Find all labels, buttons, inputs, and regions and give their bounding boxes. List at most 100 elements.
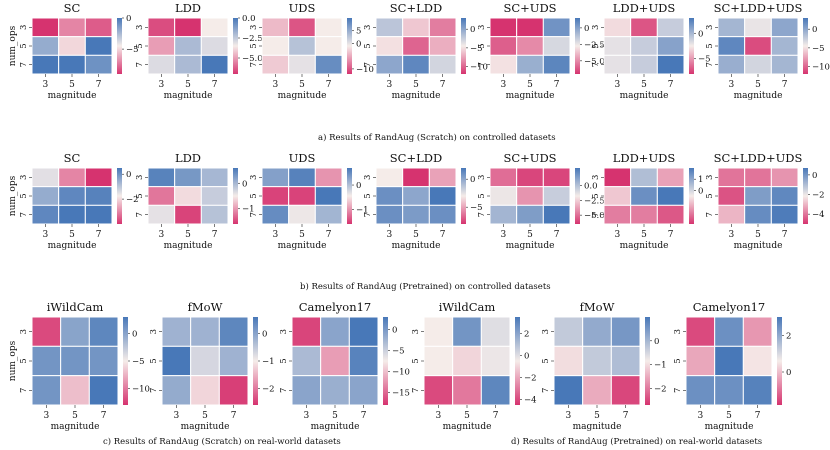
colorbar — [777, 317, 782, 405]
y-tick-label: 3 — [477, 25, 487, 30]
heatmap-cell — [288, 167, 316, 188]
heatmap-cell — [190, 375, 220, 406]
colorbar-tick-label: 0 — [132, 330, 137, 340]
heatmap-cell — [685, 316, 716, 347]
y-tick-label: 5 — [249, 193, 259, 198]
colorbar — [123, 317, 128, 405]
colorbar-tick-label: 0.0 — [584, 182, 598, 192]
heatmap-cell — [218, 375, 249, 406]
x-tick-label: 5 — [755, 80, 761, 90]
heatmap-cell — [58, 167, 86, 188]
heatmap-cell — [288, 36, 316, 56]
heatmap-cell — [84, 17, 113, 38]
heatmap-title: SC+LDD — [390, 151, 442, 165]
heatmap-cell — [516, 204, 544, 225]
y-axis-label: num_ops — [8, 25, 18, 66]
y-tick-label: 3 — [705, 175, 715, 180]
x-axis-label: magnitude — [51, 422, 100, 432]
heatmap-cell — [428, 17, 457, 38]
colorbar-tick-label: −2 — [524, 374, 537, 384]
heatmap-cell — [348, 345, 379, 377]
heatmap-cell — [31, 186, 60, 206]
heatmap-cell — [516, 186, 544, 206]
y-tick-label: 3 — [249, 25, 259, 30]
colorbar — [117, 168, 122, 224]
heatmap-cell — [147, 54, 176, 75]
heatmap-cell — [147, 186, 176, 206]
heatmap-cell — [489, 17, 518, 38]
heatmap-cell — [218, 345, 249, 377]
heatmap-cell — [603, 36, 632, 56]
heatmap-cell — [174, 17, 202, 38]
heatmap-cell — [375, 36, 404, 56]
x-tick-label: 7 — [96, 230, 102, 240]
colorbar — [645, 317, 650, 405]
y-tick-label: 7 — [19, 388, 29, 393]
heatmap-title: SC+LDD+UDS — [714, 151, 803, 165]
heatmap-cell — [320, 375, 350, 406]
heatmap-cell — [161, 375, 192, 406]
colorbar — [689, 18, 694, 74]
heatmap-cell — [770, 204, 799, 225]
colorbar — [253, 317, 258, 405]
heatmap-cell — [147, 36, 176, 56]
heatmap-cell — [320, 345, 350, 377]
y-tick-label: 7 — [149, 388, 159, 393]
heatmap-cell — [31, 345, 62, 377]
x-tick-label: 7 — [782, 80, 788, 90]
colorbar-tick-label: −2 — [654, 384, 667, 394]
heatmap-cell — [60, 345, 90, 377]
x-tick-label: 5 — [527, 80, 533, 90]
colorbar-tick-label: 0 — [812, 171, 817, 181]
colorbar-tick-label: −5.0 — [584, 57, 605, 67]
colorbar — [383, 317, 388, 405]
x-axis-label: magnitude — [311, 422, 360, 432]
y-tick-label: 5 — [705, 193, 715, 198]
heatmap-cell — [84, 167, 113, 188]
heatmap-title: SC+LDD+UDS — [714, 1, 803, 15]
x-tick-label: 3 — [386, 230, 392, 240]
y-tick-label: 5 — [19, 43, 29, 48]
x-tick-label: 7 — [668, 80, 674, 90]
heatmap-title: LDD+UDS — [613, 1, 676, 15]
x-axis-label: magnitude — [734, 241, 783, 251]
x-tick-label: 3 — [303, 411, 309, 421]
heatmap-cell — [375, 204, 404, 225]
colorbar-tick-label: −2 — [262, 385, 275, 395]
heatmap-cell — [542, 167, 571, 188]
x-tick-label: 7 — [212, 80, 218, 90]
colorbar-tick-label: 0 — [470, 175, 475, 185]
colorbar-tick-label: 0 — [786, 368, 791, 378]
x-tick-label: 7 — [326, 230, 332, 240]
heatmap-cell — [314, 36, 343, 56]
heatmap-cell — [261, 17, 290, 38]
y-tick-label: 7 — [705, 212, 715, 217]
heatmap-cell — [31, 36, 60, 56]
heatmap-cell — [348, 316, 379, 347]
heatmap-cell — [314, 54, 343, 75]
heatmap-cell — [60, 316, 90, 347]
heatmap-cell — [60, 375, 90, 406]
heatmap-cell — [542, 186, 571, 206]
colorbar — [233, 18, 238, 74]
x-tick-label: 3 — [500, 80, 506, 90]
heatmap-cell — [84, 204, 113, 225]
heatmap-cell — [31, 54, 60, 75]
x-axis-label: magnitude — [48, 91, 97, 101]
y-tick-label: 5 — [363, 43, 373, 48]
colorbar-tick-label: −10 — [356, 65, 374, 75]
heatmap-cell — [489, 167, 518, 188]
heatmap-cell — [174, 186, 202, 206]
x-tick-label: 7 — [440, 230, 446, 240]
colorbar-tick-label: 1 — [698, 175, 703, 185]
y-tick-label: 5 — [591, 43, 601, 48]
x-tick-label: 3 — [614, 230, 620, 240]
colorbar-tick-label: 0 — [654, 337, 659, 347]
heatmap-cell — [542, 54, 571, 75]
